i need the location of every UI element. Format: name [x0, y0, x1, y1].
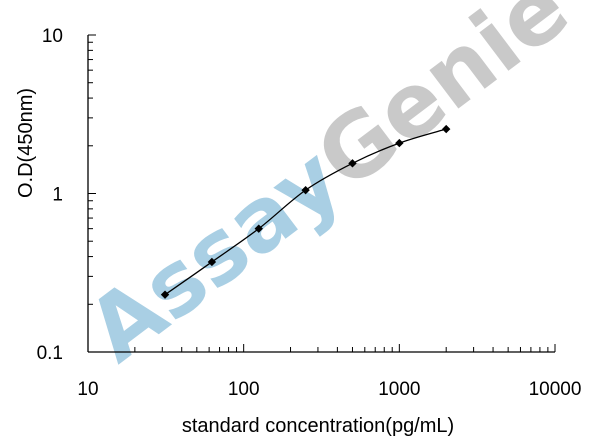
data-point-marker [301, 185, 310, 195]
data-point-marker [207, 257, 217, 267]
y-tick-label: 0.1 [37, 343, 63, 364]
data-point-marker [395, 138, 404, 148]
data-point-marker [441, 124, 451, 134]
x-tick-label: 1000 [378, 379, 420, 400]
x-axis-title: standard concentration(pg/mL) [182, 415, 454, 437]
watermark-prefix: Assay [69, 127, 360, 382]
y-tick-label: 1 [52, 185, 63, 206]
watermark: AssayGenie [69, 0, 587, 382]
series-group [160, 124, 451, 299]
axis-tick-labels: 10 100 1000 10000 0.1 1 10 [37, 26, 582, 400]
x-tick-label: 10 [77, 379, 98, 400]
y-tick-label: 10 [42, 26, 63, 47]
data-point-marker [348, 159, 357, 168]
x-tick-label: 100 [228, 379, 260, 400]
y-axis-title: O.D(450nm) [15, 88, 37, 198]
axis-ticks [87, 34, 556, 353]
watermark-suffix: Genie [298, 0, 587, 209]
x-tick-label: 10000 [529, 379, 582, 400]
data-point-marker [160, 290, 170, 299]
svg-text:AssayGenie: AssayGenie [69, 0, 587, 382]
data-point-marker [254, 224, 263, 233]
